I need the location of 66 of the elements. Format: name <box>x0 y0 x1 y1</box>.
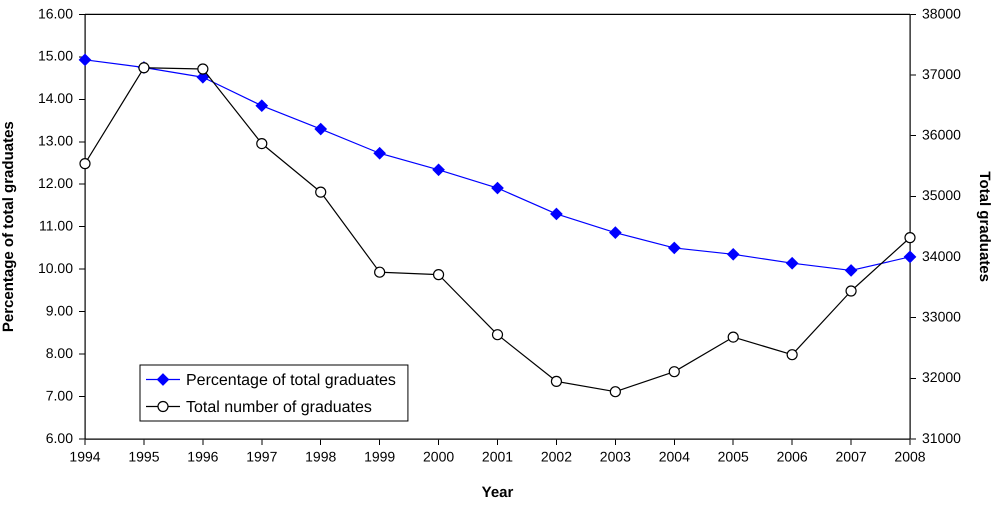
point <box>668 242 680 254</box>
x-tick-label: 2006 <box>776 448 808 464</box>
y-tick-label: 13.00 <box>38 132 74 149</box>
y2-tick-label: 31000 <box>922 430 962 446</box>
y2-tick-label: 38000 <box>922 5 962 22</box>
point <box>904 250 916 263</box>
point <box>668 366 680 378</box>
y2-axis-title: Total graduates <box>976 171 993 282</box>
x-tick-label: 1998 <box>305 448 336 464</box>
legend-label: Percentage of total graduates <box>186 372 396 389</box>
x-tick-label: 2003 <box>600 448 632 464</box>
x-tick-label: 2007 <box>835 448 867 464</box>
y-axis-title: Percentage of total graduates <box>0 121 18 332</box>
point <box>256 138 268 150</box>
point <box>728 331 739 343</box>
y2-tick-label: 37000 <box>922 66 962 82</box>
point <box>786 349 798 360</box>
point <box>610 386 621 398</box>
y2-tick-label: 34000 <box>922 248 962 264</box>
x-tick-label: 1996 <box>187 448 219 464</box>
point <box>786 257 798 270</box>
x-axis-title: Year <box>482 484 514 502</box>
point <box>550 376 562 387</box>
point <box>197 63 208 75</box>
point <box>256 100 268 112</box>
y-tick-label: 7.00 <box>46 387 74 404</box>
point <box>78 54 92 66</box>
y-tick-label: 8.00 <box>46 344 74 361</box>
point <box>550 208 563 220</box>
point <box>727 248 740 260</box>
x-tick-label: 1997 <box>246 448 278 464</box>
y2-tick-label: 33000 <box>922 308 962 325</box>
y-tick-label: 6.00 <box>46 430 74 446</box>
x-tick-label: 1994 <box>69 448 101 464</box>
point <box>374 147 386 160</box>
y2-tick-label: 35000 <box>922 187 962 204</box>
point <box>491 182 504 194</box>
point <box>845 285 857 297</box>
y2-tick-label: 36000 <box>922 126 962 143</box>
x-tick-label: 1999 <box>364 448 396 464</box>
x-tick-label: 2005 <box>718 448 749 464</box>
y-tick-label: 12.00 <box>38 175 74 192</box>
point <box>904 232 916 244</box>
point <box>432 269 444 280</box>
legend-label: Total number of graduates <box>186 398 372 416</box>
point <box>609 226 622 239</box>
point <box>315 186 326 198</box>
point <box>79 158 91 170</box>
y-tick-label: 11.00 <box>39 218 74 234</box>
point <box>492 329 504 340</box>
y-tick-label: 14.00 <box>38 90 74 106</box>
x-tick-label: 1995 <box>128 448 160 464</box>
y-tick-label: 15.00 <box>38 48 74 64</box>
y2-tick-label: 32000 <box>922 369 962 386</box>
x-tick-label: 2004 <box>658 448 690 464</box>
point <box>844 264 858 277</box>
point <box>374 266 386 278</box>
point <box>432 164 445 176</box>
y-tick-label: 16.00 <box>38 5 74 22</box>
x-tick-label: 2000 <box>422 448 454 464</box>
y-tick-label: 10.00 <box>38 260 74 276</box>
y-tick-label: 9.00 <box>46 302 74 318</box>
point <box>314 122 327 136</box>
x-tick-label: 2008 <box>894 448 926 464</box>
x-tick-label: 2002 <box>540 448 572 464</box>
x-tick-label: 2001 <box>482 448 514 464</box>
